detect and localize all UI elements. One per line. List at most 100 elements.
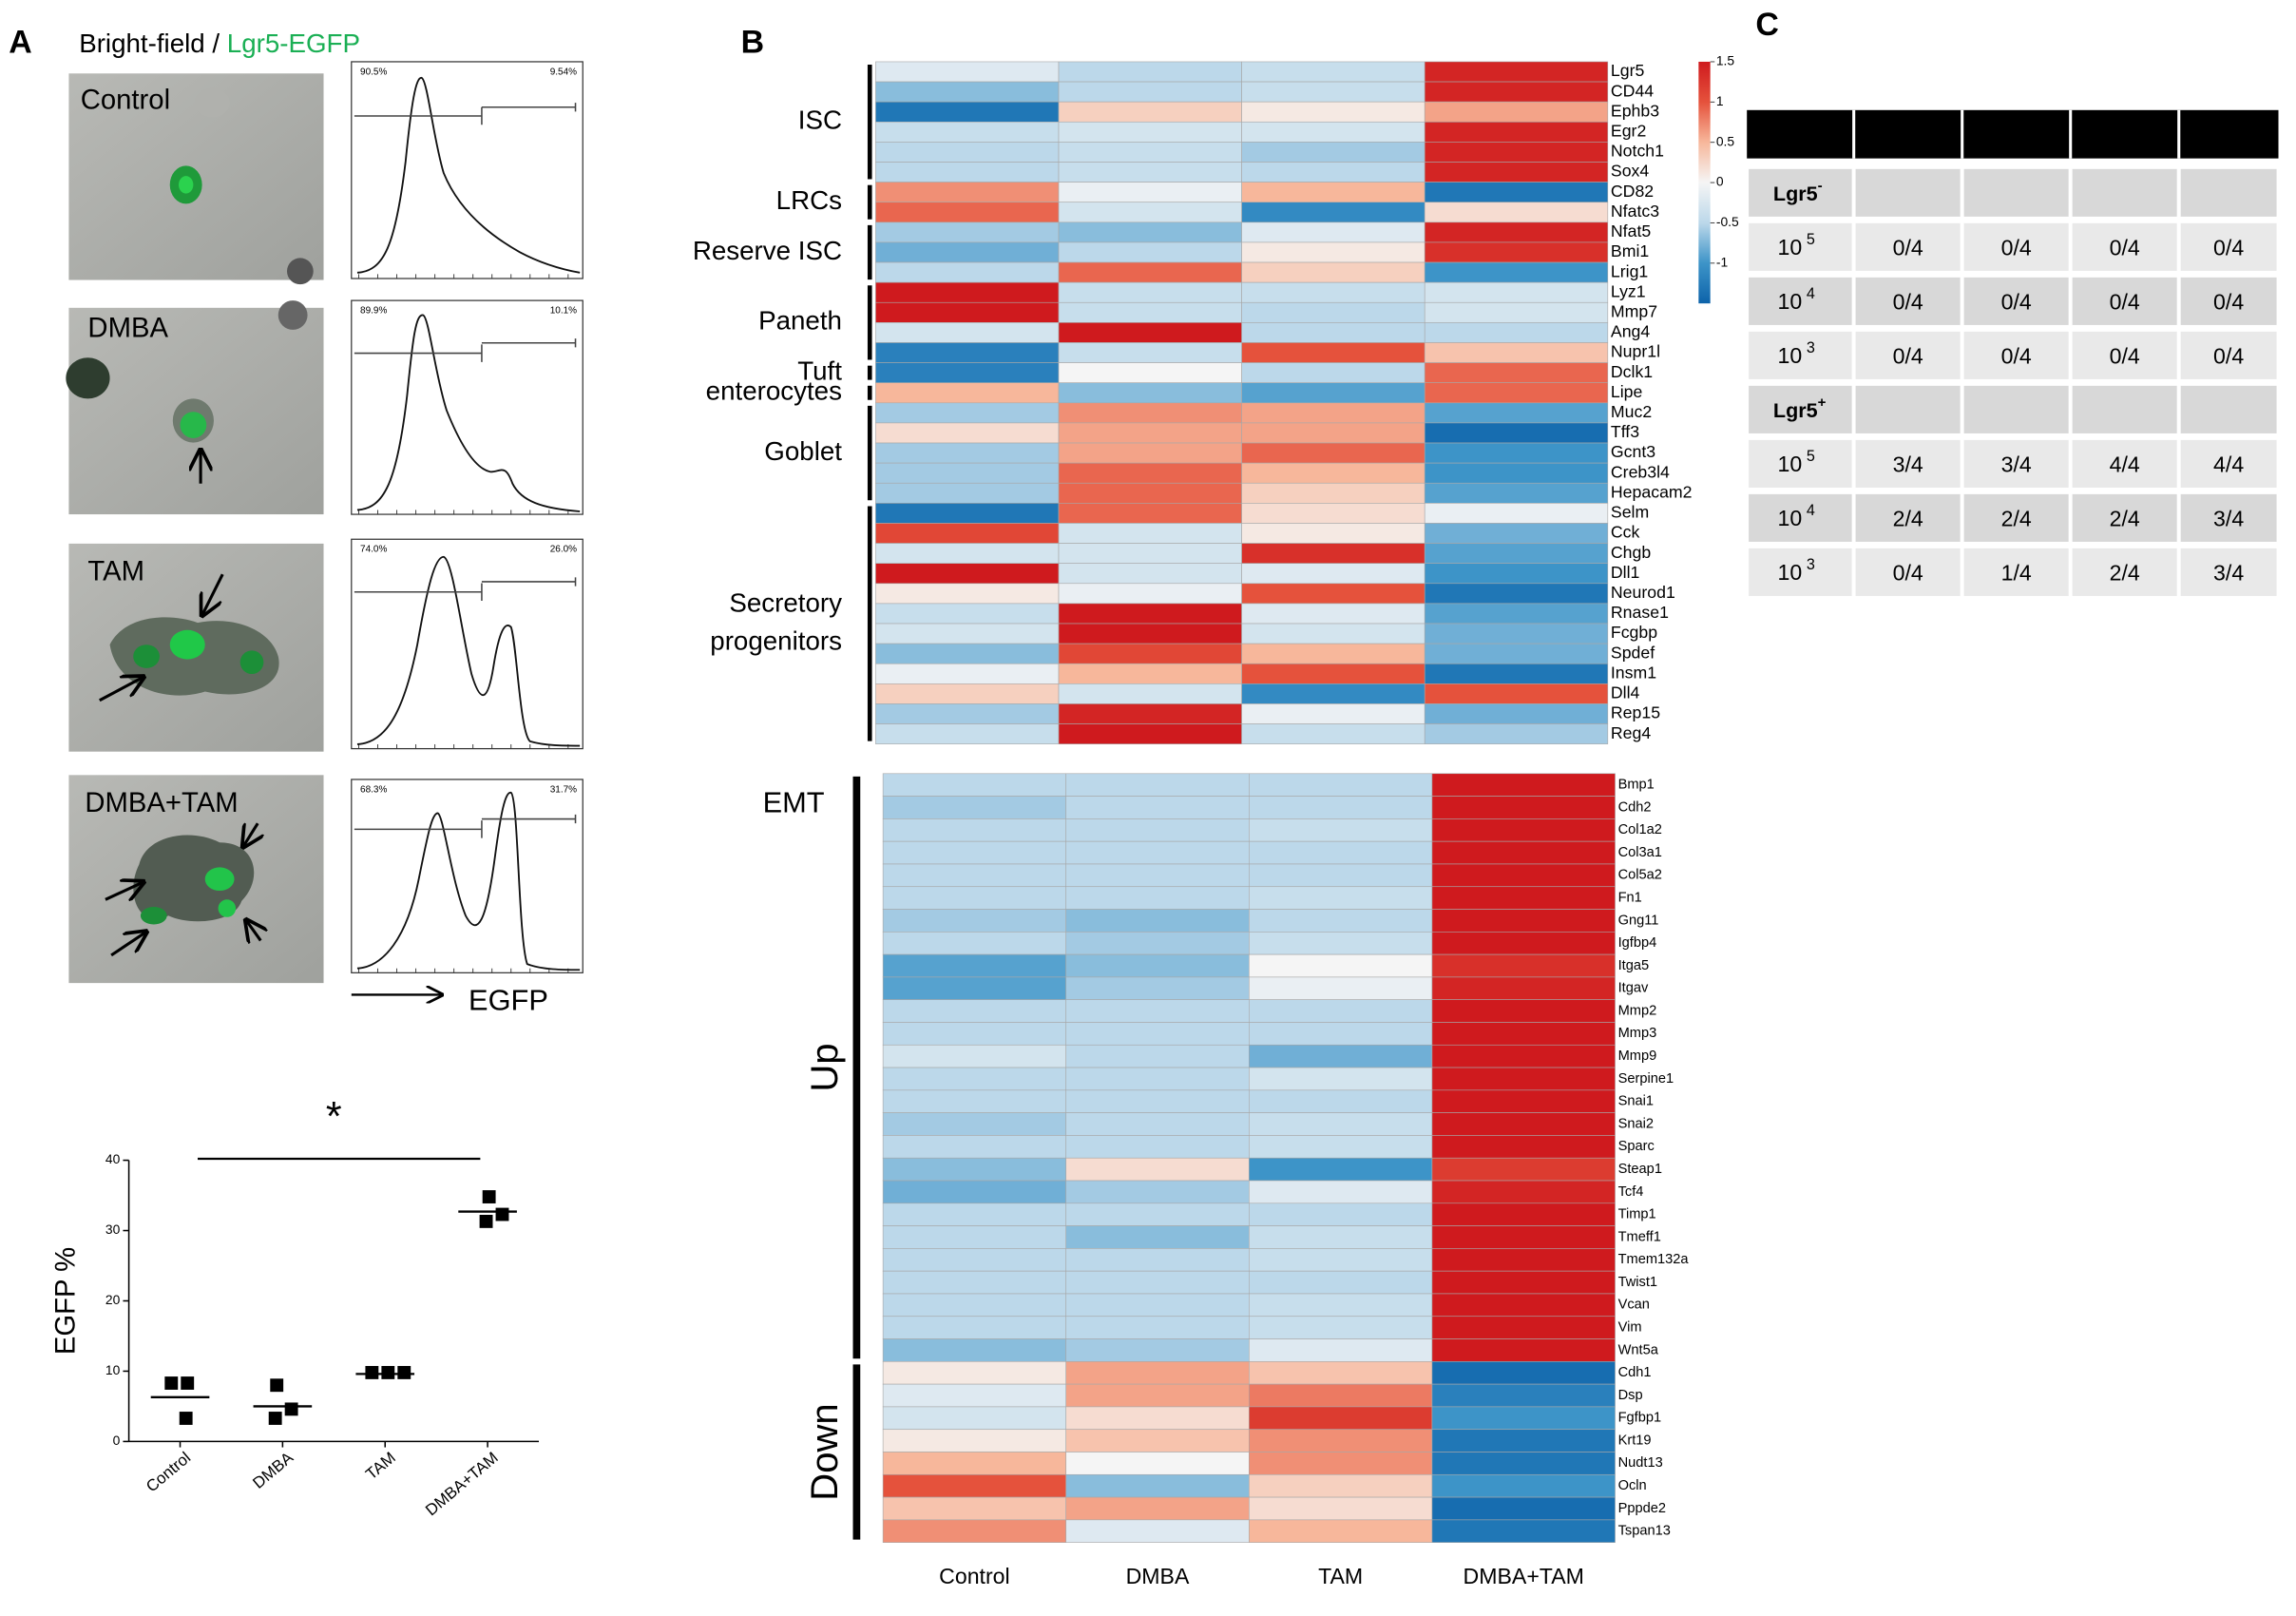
heatmap-cell: [1241, 442, 1425, 464]
heatmap-cell: [875, 301, 1060, 323]
heatmap-cell: [1431, 1135, 1616, 1159]
gate-label: 10.1%: [550, 306, 577, 317]
heatmap-cell: [875, 523, 1060, 544]
table-header-cell: 6W: [2108, 123, 2141, 147]
heatmap-cell: [1241, 422, 1425, 444]
gene-label: Chgb: [1611, 543, 1651, 562]
gate-label: 31.7%: [550, 784, 577, 795]
heatmap-cell: [1431, 1022, 1616, 1046]
gene-label: Snai1: [1618, 1094, 1654, 1109]
heatmap-cell: [1065, 953, 1250, 978]
heatmap-cell: [1424, 583, 1609, 605]
heatmap-cell: [882, 1248, 1067, 1272]
heatmap-cell: [1241, 623, 1425, 644]
heatmap-cell: [1431, 1406, 1616, 1431]
x-tick-label: DMBA: [249, 1448, 297, 1491]
heatmap-cell: [875, 603, 1060, 625]
heatmap-cell: [1431, 1225, 1616, 1249]
heatmap-cell: [875, 162, 1060, 183]
heatmap-cell: [1431, 863, 1616, 888]
table-header: [1747, 109, 2279, 159]
data-point: [381, 1365, 395, 1379]
heatmap-cell: [1058, 101, 1242, 123]
heatmap-cell: [1424, 643, 1609, 664]
gate-label: 9.54%: [550, 67, 577, 77]
heatmap-cell: [1058, 663, 1242, 684]
heatmap-cell: [1424, 281, 1609, 303]
table-cell: [1851, 164, 1964, 221]
table-cell: [1960, 273, 2073, 329]
gate-label: 68.3%: [360, 784, 387, 795]
significance-mark: *: [326, 1094, 342, 1140]
gene-label: Insm1: [1611, 663, 1656, 682]
heatmap-cell: [882, 840, 1067, 865]
heatmap-cell: [1424, 563, 1609, 585]
heatmap-cell: [1058, 402, 1242, 424]
heatmap-cell: [1249, 1022, 1433, 1046]
heatmap-cell: [1058, 563, 1242, 585]
table-cell: [1851, 219, 1964, 275]
heatmap-cell: [1431, 1180, 1616, 1204]
heatmap-cell: [1249, 932, 1433, 955]
table-cell: [1960, 545, 2073, 600]
heatmap-cell: [1431, 999, 1616, 1023]
table-cell: [1745, 545, 1856, 600]
heatmap-cell: [1065, 1496, 1250, 1521]
label-sup: 3: [1807, 339, 1815, 356]
y-tick-label: 0: [113, 1433, 121, 1448]
table-cell: [1745, 219, 1856, 275]
gene-label: Rnase1: [1611, 603, 1669, 622]
heatmap-cell: [1424, 663, 1609, 684]
heatmap-cell: [882, 1180, 1067, 1204]
title-part: Lgr5-EGFP: [227, 29, 360, 58]
gene-label: Dsp: [1618, 1388, 1643, 1403]
gene-label: Dclk1: [1611, 362, 1653, 381]
gene-label: Lgr5: [1611, 61, 1645, 80]
heatmap-cell: [875, 583, 1060, 605]
heatmap-cell: [1065, 1202, 1250, 1226]
table-cell: [1745, 327, 1856, 383]
table-cell-text: 0/4: [2110, 289, 2140, 314]
heatmap-cell: [1058, 683, 1242, 704]
table-cell: [1960, 436, 2073, 491]
group-label: ISC: [798, 106, 842, 135]
label-sup: +: [1818, 394, 1827, 411]
heatmap-cell: [1249, 1361, 1433, 1385]
gene-label: Mmp3: [1618, 1026, 1657, 1041]
heatmap-cell: [1058, 121, 1242, 143]
heatmap-cell: [875, 442, 1060, 464]
heatmap-cell: [1249, 1270, 1433, 1295]
table-cell-text: 2/4: [2110, 560, 2140, 585]
heatmap-cell: [882, 796, 1067, 819]
table-cell-text: 0/4: [1893, 560, 1923, 585]
heatmap-cell: [1241, 182, 1425, 203]
panel-title: Bright-field / Lgr5-EGFP: [79, 29, 360, 58]
heatmap-cell: [1431, 1496, 1616, 1521]
heatmap-cell: [1424, 362, 1609, 384]
gene-label: Fcgbp: [1611, 623, 1657, 642]
heatmap-cell: [1431, 1452, 1616, 1475]
gene-label: Itga5: [1618, 958, 1650, 973]
heatmap-cell: [1065, 840, 1250, 865]
heatmap-cell: [1424, 623, 1609, 644]
data-point: [365, 1365, 379, 1379]
heatmap-cell: [882, 1067, 1067, 1091]
heatmap-cell: [1241, 322, 1425, 343]
heatmap-cell: [875, 703, 1060, 724]
heatmap-cell: [1241, 241, 1425, 263]
gene-label: Tmeff1: [1618, 1229, 1661, 1244]
heatmap-cell: [1431, 1044, 1616, 1068]
gene-label: Mmp2: [1618, 1003, 1657, 1018]
heatmap-cell: [882, 1089, 1067, 1113]
table-cell-text: 0/4: [2213, 343, 2244, 368]
heatmap-cell: [1249, 1180, 1433, 1204]
heatmap-cell: [1431, 886, 1616, 910]
heatmap-cell: [875, 663, 1060, 684]
heatmap-cell: [1241, 723, 1425, 744]
heatmap-cell: [1249, 773, 1433, 797]
heatmap-cell: [875, 723, 1060, 744]
x-tick-label: Control: [143, 1449, 194, 1496]
gene-label: Bmi1: [1611, 241, 1649, 260]
heatmap-cell: [875, 81, 1060, 103]
label-base: Lgr5: [1773, 182, 1818, 205]
